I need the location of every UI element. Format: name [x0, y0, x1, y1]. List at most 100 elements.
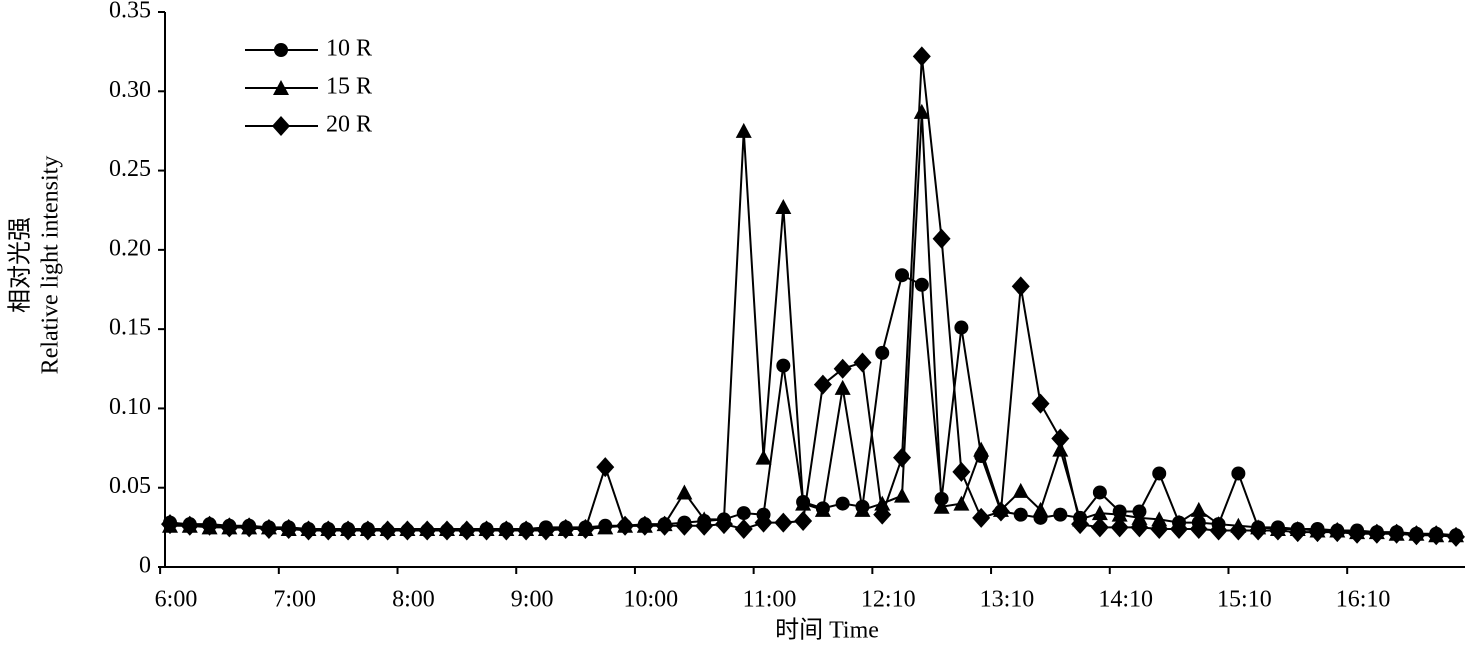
- marker: [835, 496, 850, 511]
- y-tick-label: 0.05: [109, 473, 151, 499]
- y-axis-label: Relative light intensity: [38, 156, 64, 375]
- marker: [953, 495, 970, 511]
- marker: [1209, 520, 1228, 541]
- marker: [795, 495, 812, 511]
- marker: [1407, 525, 1426, 546]
- marker: [517, 520, 536, 541]
- marker: [776, 358, 791, 373]
- marker: [1427, 525, 1446, 546]
- marker: [161, 514, 179, 535]
- marker: [1308, 522, 1327, 543]
- marker: [1151, 511, 1168, 527]
- x-tick-label: 12:10: [861, 587, 916, 613]
- marker: [339, 520, 358, 541]
- marker: [1229, 520, 1248, 541]
- marker: [1189, 518, 1208, 539]
- marker: [775, 199, 792, 215]
- series-line: [170, 111, 1456, 537]
- marker: [556, 518, 575, 539]
- marker: [655, 515, 674, 536]
- marker: [933, 498, 950, 514]
- x-tick-label: 16:10: [1336, 587, 1391, 613]
- marker: [834, 379, 851, 395]
- marker: [794, 511, 813, 532]
- marker: [418, 520, 437, 541]
- marker: [1170, 518, 1189, 539]
- legend-label: 20 R: [326, 112, 372, 138]
- marker: [274, 43, 288, 57]
- marker: [735, 122, 752, 138]
- marker: [893, 447, 912, 468]
- marker: [635, 515, 654, 536]
- marker: [991, 501, 1010, 522]
- marker: [457, 520, 476, 541]
- marker: [1447, 526, 1465, 547]
- marker: [1013, 507, 1028, 522]
- marker: [1231, 466, 1246, 481]
- marker: [1249, 520, 1268, 541]
- x-tick-label: 14:10: [1098, 587, 1153, 613]
- marker: [1131, 509, 1148, 525]
- marker: [853, 352, 872, 373]
- marker: [755, 449, 772, 465]
- y-axis-label: 相对光强: [7, 217, 34, 313]
- marker: [1190, 501, 1207, 517]
- marker: [873, 504, 892, 525]
- marker: [854, 501, 871, 517]
- y-tick-label: 0.15: [109, 315, 151, 341]
- marker: [736, 506, 751, 521]
- marker: [1032, 501, 1049, 517]
- x-tick-label: 8:00: [392, 587, 435, 613]
- marker: [180, 515, 199, 536]
- marker: [1150, 518, 1169, 539]
- marker: [437, 520, 456, 541]
- marker: [220, 517, 239, 538]
- marker: [596, 457, 615, 478]
- marker: [973, 441, 990, 457]
- legend-label: 10 R: [326, 36, 372, 62]
- x-axis-label: 时间 Time: [775, 617, 879, 644]
- marker: [1111, 506, 1128, 522]
- y-tick-label: 0.30: [109, 77, 151, 103]
- marker: [894, 487, 911, 503]
- marker: [200, 515, 219, 536]
- y-tick-label: 0.20: [109, 235, 151, 261]
- marker: [398, 520, 417, 541]
- marker: [912, 46, 931, 67]
- marker: [675, 515, 694, 536]
- y-tick-label: 0.25: [109, 156, 151, 182]
- marker: [1053, 507, 1068, 522]
- marker: [272, 116, 290, 136]
- marker: [616, 515, 635, 536]
- marker: [1011, 276, 1030, 297]
- marker: [299, 520, 318, 541]
- marker: [914, 277, 929, 292]
- marker: [1012, 482, 1029, 498]
- marker: [1091, 505, 1108, 521]
- legend-label: 15 R: [326, 74, 372, 100]
- x-tick-label: 7:00: [273, 587, 316, 613]
- x-tick-label: 11:00: [743, 587, 797, 613]
- marker: [774, 512, 793, 533]
- marker: [1367, 523, 1386, 544]
- marker: [1071, 514, 1090, 535]
- marker: [240, 517, 259, 538]
- x-tick-label: 10:00: [623, 587, 678, 613]
- marker: [1051, 428, 1070, 449]
- marker: [497, 520, 516, 541]
- y-tick-label: 0.35: [109, 0, 151, 24]
- marker: [536, 520, 555, 541]
- marker: [378, 520, 397, 541]
- marker: [952, 461, 971, 482]
- marker: [1288, 522, 1307, 543]
- marker: [358, 520, 377, 541]
- marker: [734, 518, 753, 539]
- marker: [1328, 522, 1347, 543]
- x-tick-label: 9:00: [511, 587, 554, 613]
- marker: [932, 228, 951, 249]
- marker: [913, 103, 930, 119]
- marker: [477, 520, 496, 541]
- marker: [754, 512, 773, 533]
- marker: [954, 320, 969, 335]
